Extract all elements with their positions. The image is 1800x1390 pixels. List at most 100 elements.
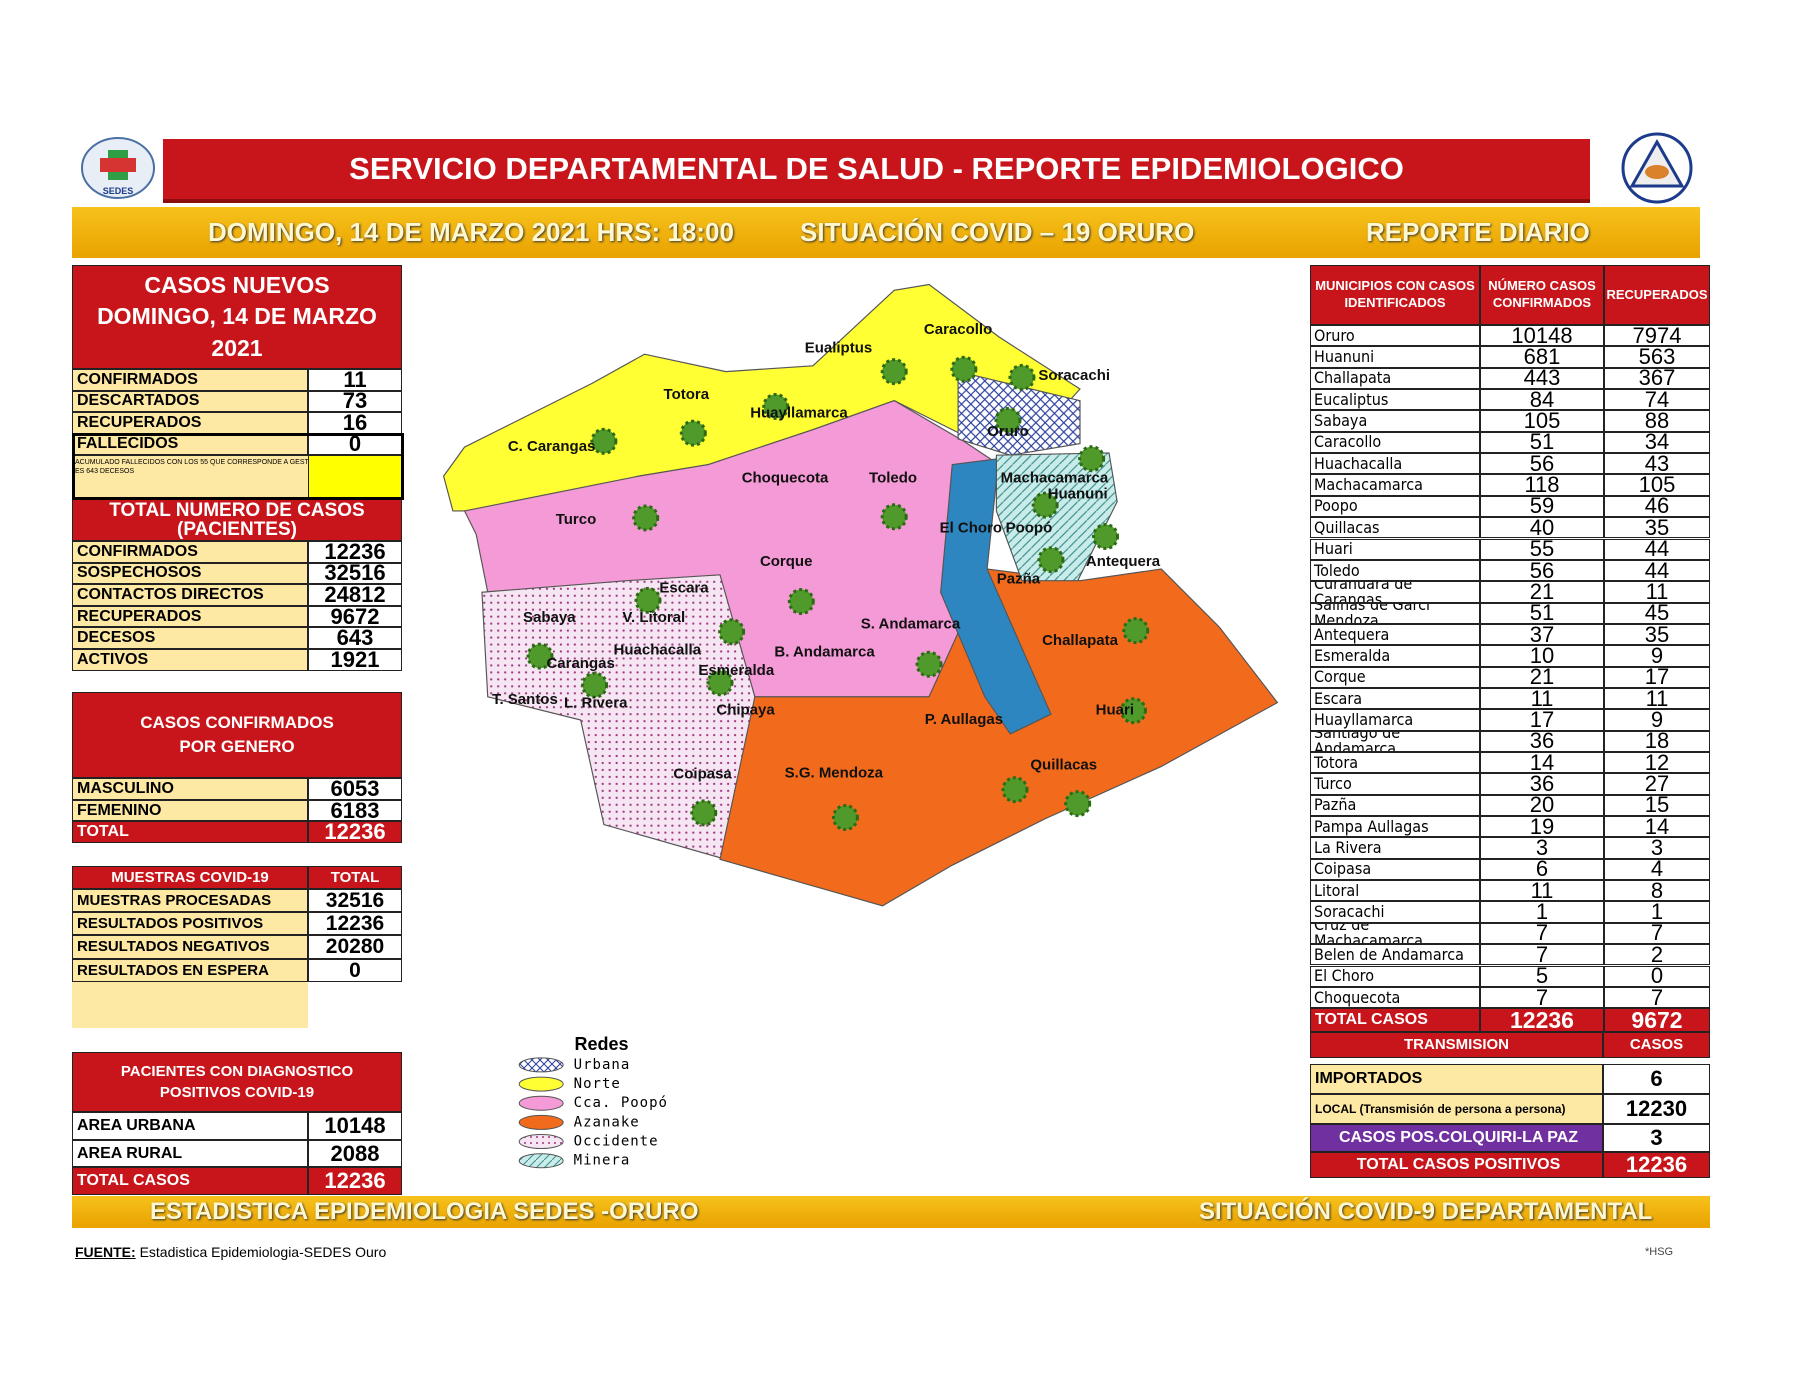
virus-icon [994,406,1022,434]
map-label: Turco [556,511,597,528]
map-label: B. Andamarca [774,644,875,661]
row-value: 12236 [308,821,402,844]
cell-value: 8 [1604,880,1710,902]
cell-value: 7 [1480,986,1604,1009]
virus-icon [634,586,662,614]
map-label: Chipaya [716,702,775,719]
row-value: 6183 [308,799,402,822]
row-label: AREA URBANA [72,1112,308,1140]
virus-icon [1031,491,1059,519]
legend-label: Occidente [574,1134,659,1150]
virus-icon [679,419,707,447]
cell-value: 5 [1480,965,1604,987]
municipality: Machacamarca [1310,474,1480,496]
cell-value: 105 [1604,474,1710,496]
legend-swatch [518,1057,564,1073]
cell-value: 7 [1480,922,1604,945]
transmission-label: IMPORTADOS [1310,1064,1603,1095]
legend-label: Cca. Poopó [574,1095,668,1111]
legend-swatch [518,1114,564,1130]
municipality: Huari [1310,538,1480,560]
virus-icon [590,427,618,455]
map-label: Toledo [869,469,917,486]
cell-value: 118 [1480,474,1604,496]
cell-value: 7 [1604,922,1710,945]
cell-value: 74 [1604,389,1710,411]
virus-icon [762,392,790,420]
row-value: 0 [308,958,402,982]
municipality: Toledo [1310,559,1480,582]
row-label: CONFIRMADOS [72,369,308,391]
map-label: Coipasa [673,766,732,783]
map-label: El Choro [940,519,1003,536]
cell-value: 9 [1604,645,1710,667]
municipality: Totora [1310,752,1480,774]
table-header: MUESTRAS COVID-19 [72,866,308,889]
cell-value: 37 [1480,623,1604,646]
municipality: Pampa Aullagas [1310,816,1480,838]
table-header: NÚMERO CASOS CONFIRMADOS [1480,265,1604,325]
virus-icon [1001,776,1029,804]
municipality: Coipasa [1310,858,1480,881]
legend-label: Urbana [574,1057,631,1073]
cell-value: 11 [1604,581,1710,603]
transmission-value: 6 [1603,1064,1710,1095]
virus-icon [1008,363,1036,391]
virus-icon [880,358,908,386]
municipality: Litoral [1310,880,1480,902]
legend-swatch [518,1153,564,1169]
virus-icon [831,804,859,832]
cell-value: 21 [1480,666,1604,688]
source-label: FUENTE: [75,1244,136,1260]
row-value: 32516 [308,889,402,913]
legend-label: Minera [574,1153,631,1169]
map-label: Sabaya [523,609,576,626]
row-label: TOTAL CASOS [72,1167,308,1196]
map-label: Challapata [1042,632,1119,649]
cell-value: 11 [1604,687,1710,710]
virus-icon [690,799,718,827]
cell-value: 9 [1604,709,1710,731]
footer-bar: ESTADISTICA EPIDEMIOLOGIA SEDES -ORURO S… [72,1196,1710,1228]
row-label: DESCARTADOS [72,390,308,412]
signature: *HSG [1645,1246,1674,1258]
row-label: MUESTRAS PROCESADAS [72,889,308,913]
row-value: 32516 [308,562,402,585]
cell-value: 56 [1480,559,1604,582]
row-label: RESULTADOS POSITIVOS [72,912,308,936]
cell-value: 34 [1604,431,1710,454]
row-value: 6053 [308,778,402,800]
municipality: La Rivera [1310,837,1480,859]
cell-value: 36 [1480,773,1604,795]
cell-value: 17 [1604,666,1710,688]
row-label: AREA RURAL [72,1139,308,1168]
cell-value: 105 [1480,410,1604,432]
cell-value: 51 [1480,602,1604,624]
row-value: 1921 [308,649,402,671]
cell-value: 11 [1480,880,1604,902]
municipality: Soracachi [1310,901,1480,923]
section-title: TOTAL NUMERO DE CASOS (PACIENTES) [72,499,402,541]
footer-right: SITUACIÓN COVID-9 DEPARTAMENTAL [1199,1198,1653,1225]
row-label: RECUPERADOS [72,605,308,628]
transmission-value: 12230 [1603,1094,1710,1125]
municipality: Huachacalla [1310,453,1480,475]
municipality: Caracollo [1310,431,1480,454]
cell-value: 35 [1604,517,1710,539]
section-title: CASOS CONFIRMADOS POR GENERO [72,692,402,778]
map-label: Oruro [987,423,1029,440]
title-bar: SERVICIO DEPARTAMENTAL DE SALUD - REPORT… [163,139,1590,203]
fallecidos-outline [72,433,404,500]
cell-value: 43 [1604,453,1710,475]
virus-icon [632,504,660,532]
transmission-label: TOTAL CASOS POSITIVOS [1310,1152,1603,1179]
municipality: Antequera [1310,623,1480,646]
total-cell: 12236 [1480,1008,1604,1033]
source: FUENTE: Estadistica Epidemiologia-SEDES … [75,1244,386,1260]
table-header: RECUPERADOS [1604,265,1710,325]
transmission-label: CASOS POS.COLQUIRI-LA PAZ [1310,1124,1603,1153]
row-label: MASCULINO [72,778,308,800]
situation: SITUACIÓN COVID – 19 ORURO [800,217,1195,247]
municipality: Escara [1310,687,1480,710]
section-title: CASOS NUEVOS DOMINGO, 14 DE MARZO 2021 [72,265,402,369]
